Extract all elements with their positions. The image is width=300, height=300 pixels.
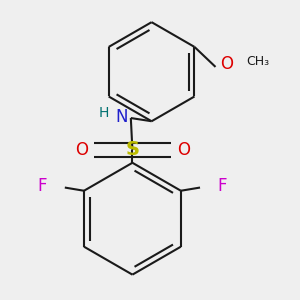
Text: O: O: [220, 55, 233, 73]
Text: F: F: [218, 177, 227, 195]
Text: N: N: [115, 108, 128, 126]
Text: S: S: [125, 140, 140, 158]
Text: H: H: [98, 106, 109, 120]
Text: O: O: [75, 141, 88, 159]
Text: CH₃: CH₃: [246, 55, 269, 68]
Text: O: O: [177, 141, 190, 159]
Text: F: F: [38, 177, 47, 195]
